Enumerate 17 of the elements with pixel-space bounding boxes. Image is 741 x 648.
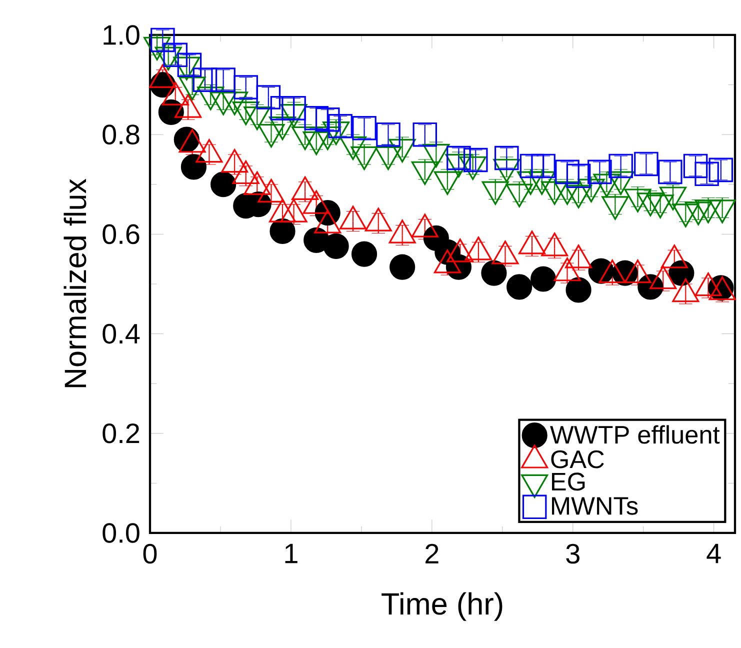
legend-label: EG bbox=[552, 472, 585, 491]
x-tick-label: 3 bbox=[566, 544, 580, 564]
y-tick-label: 0.6 bbox=[102, 224, 140, 244]
legend-label: WWTP effluent bbox=[550, 425, 720, 444]
x-tick-label: 4 bbox=[706, 544, 721, 564]
y-axis-title: Normalized flux bbox=[64, 178, 86, 388]
x-tick-label: 1 bbox=[285, 544, 298, 564]
x-tick-label: 0 bbox=[143, 544, 157, 564]
y-tick-label: 0.4 bbox=[102, 324, 140, 344]
y-tick-label: 0.8 bbox=[102, 124, 140, 144]
x-tick-label: 2 bbox=[426, 544, 438, 564]
legend-label: MWNTs bbox=[552, 497, 638, 515]
x-axis-title: Time (hr) bbox=[382, 592, 502, 621]
y-tick-label: 0.0 bbox=[102, 523, 140, 543]
y-tick-label: 1.0 bbox=[104, 25, 140, 45]
legend-label: GAC bbox=[551, 450, 604, 468]
y-tick-label: 0.2 bbox=[102, 423, 140, 444]
